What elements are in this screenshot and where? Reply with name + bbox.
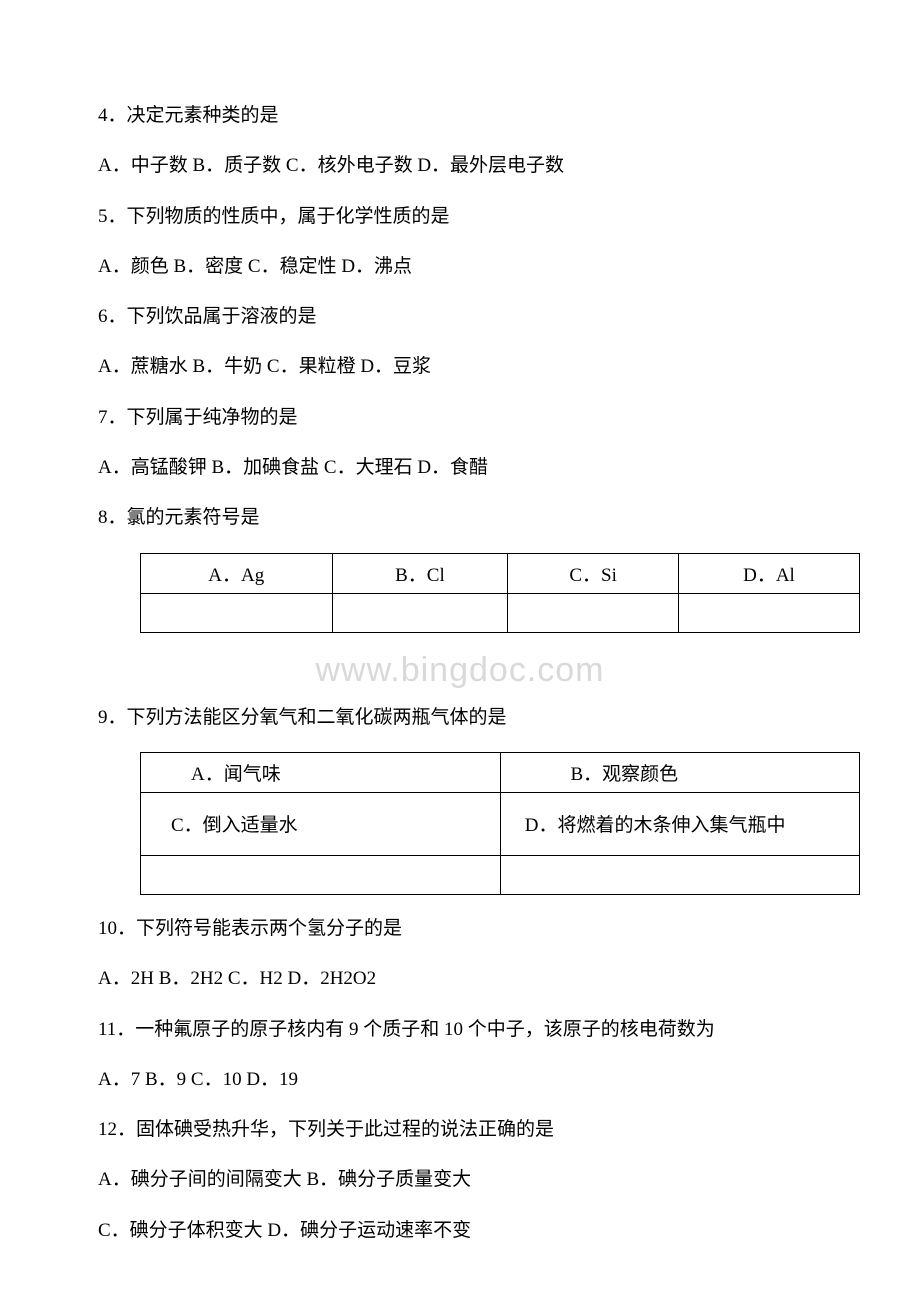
q8-option-a: A．Ag — [141, 553, 333, 593]
question-12-options-2: C．碘分子体积变大 D．碘分子运动速率不变 — [60, 1215, 860, 1247]
empty-cell — [332, 593, 508, 632]
question-12: 12．固体碘受热升华，下列关于此过程的说法正确的是 — [60, 1114, 860, 1146]
table-row: C．倒入适量水 D．将燃着的木条伸入集气瓶中 — [141, 792, 860, 855]
q9-option-a: A．闻气味 — [141, 752, 501, 792]
question-5-options: A．颜色 B．密度 C．稳定性 D．沸点 — [60, 251, 860, 283]
question-8-table: A．Ag B．Cl C．Si D．Al — [140, 553, 860, 633]
question-7-options: A．高锰酸钾 B．加碘食盐 C．大理石 D．食醋 — [60, 452, 860, 484]
empty-cell — [141, 593, 333, 632]
question-4-options: A．中子数 B．质子数 C．核外电子数 D．最外层电子数 — [60, 150, 860, 182]
question-4: 4．决定元素种类的是 — [60, 100, 860, 132]
question-9-table: A．闻气味 B．观察颜色 C．倒入适量水 D．将燃着的木条伸入集气瓶中 — [140, 752, 860, 895]
question-10: 10．下列符号能表示两个氢分子的是 — [60, 913, 860, 945]
q9-option-d: D．将燃着的木条伸入集气瓶中 — [500, 792, 860, 855]
question-6: 6．下列饮品属于溶液的是 — [60, 301, 860, 333]
question-11-options: A．7 B．9 C．10 D．19 — [60, 1064, 860, 1096]
q8-option-c: C．Si — [508, 553, 679, 593]
question-10-options: A．2H B．2H2 C．H2 D．2H2O2 — [60, 963, 860, 995]
q9-option-b: B．观察颜色 — [500, 752, 860, 792]
empty-cell — [141, 855, 501, 894]
watermark-text: www.bingdoc.com — [60, 651, 860, 690]
table-row — [141, 593, 860, 632]
question-11: 11．一种氟原子的原子核内有 9 个质子和 10 个中子，该原子的核电荷数为 — [60, 1014, 860, 1046]
table-row — [141, 855, 860, 894]
q9-option-c: C．倒入适量水 — [141, 792, 501, 855]
question-12-options-1: A．碘分子间的间隔变大 B．碘分子质量变大 — [60, 1164, 860, 1196]
q8-option-b: B．Cl — [332, 553, 508, 593]
empty-cell — [500, 855, 860, 894]
question-7: 7．下列属于纯净物的是 — [60, 402, 860, 434]
question-9: 9．下列方法能区分氧气和二氧化碳两瓶气体的是 — [60, 702, 860, 734]
question-8: 8．氯的元素符号是 — [60, 502, 860, 534]
empty-cell — [508, 593, 679, 632]
table-row: A．闻气味 B．观察颜色 — [141, 752, 860, 792]
question-6-options: A．蔗糖水 B．牛奶 C．果粒橙 D．豆浆 — [60, 351, 860, 383]
table-row: A．Ag B．Cl C．Si D．Al — [141, 553, 860, 593]
q8-option-d: D．Al — [678, 553, 859, 593]
empty-cell — [678, 593, 859, 632]
question-5: 5．下列物质的性质中，属于化学性质的是 — [60, 201, 860, 233]
